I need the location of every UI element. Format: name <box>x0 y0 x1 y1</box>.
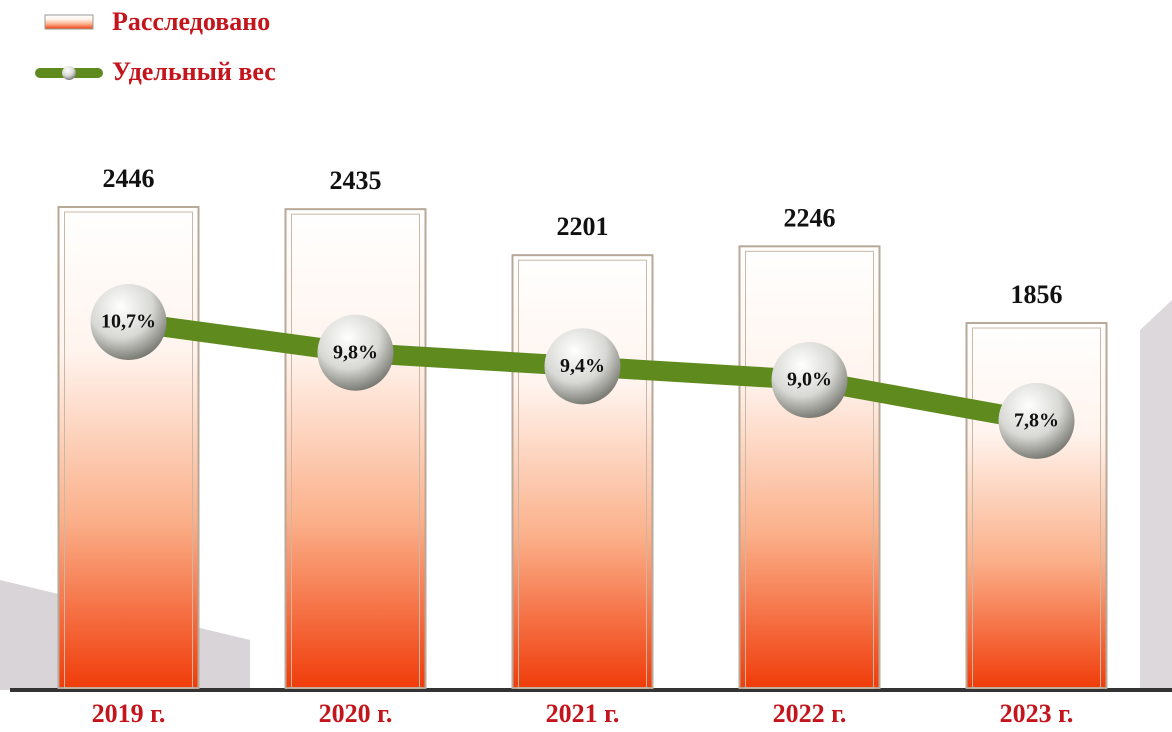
legend-swatch-marker <box>62 66 76 80</box>
line-marker <box>771 341 848 418</box>
x-tick-label: 2023 г. <box>1000 699 1074 728</box>
background-shape <box>1140 300 1172 690</box>
bar-value-label: 2446 <box>103 164 155 193</box>
line-value-label: 9,4% <box>560 355 605 377</box>
x-tick-label: 2019 г. <box>92 699 166 728</box>
bar <box>965 322 1108 689</box>
line-marker <box>317 314 394 391</box>
bar-value-label: 1856 <box>1011 280 1063 309</box>
bar <box>284 208 427 689</box>
x-tick-label: 2020 г. <box>319 699 393 728</box>
line-marker <box>90 284 167 360</box>
bar-value-label: 2201 <box>557 212 609 241</box>
bar-inner-border <box>972 327 1101 689</box>
bar-inner-border <box>64 211 193 689</box>
line-marker <box>998 382 1075 459</box>
bar <box>738 245 881 689</box>
legend: Расследовано Удельный вес <box>35 7 276 86</box>
bar-value-label: 2246 <box>784 203 836 232</box>
x-tick-label: 2022 г. <box>773 699 847 728</box>
bar-inner-border <box>291 213 420 689</box>
bar-value-label: 2435 <box>330 166 382 195</box>
bar-inner-border <box>745 250 874 689</box>
line-value-label: 10,7% <box>101 311 156 333</box>
bar <box>57 206 200 689</box>
line-value-label: 9,0% <box>787 369 832 391</box>
line-value-label: 7,8% <box>1014 409 1059 431</box>
bar-inner-border <box>518 259 647 689</box>
legend-swatch-bar <box>44 14 94 30</box>
line-value-label: 9,8% <box>333 341 378 363</box>
legend-label: Расследовано <box>112 7 270 36</box>
bar <box>511 254 654 690</box>
x-tick-label: 2021 г. <box>546 699 620 728</box>
legend-label: Удельный вес <box>112 57 276 86</box>
line-marker <box>544 328 621 405</box>
